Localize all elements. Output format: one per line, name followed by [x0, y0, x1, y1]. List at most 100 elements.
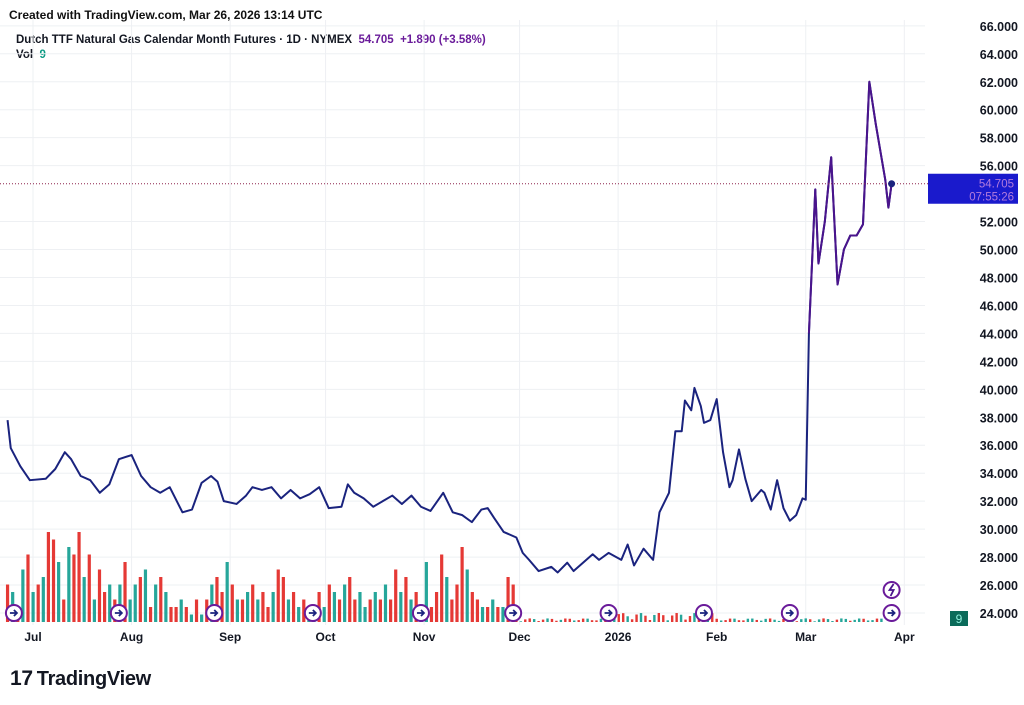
volume-bar — [742, 620, 745, 622]
volume-bar — [670, 615, 674, 622]
logo-icon: 17 — [10, 667, 33, 690]
volume-bar — [491, 599, 495, 622]
volume-bar — [394, 569, 398, 622]
volume-bar — [496, 607, 500, 622]
volume-bar — [817, 619, 821, 622]
volume-bar — [822, 618, 825, 622]
volume-bar — [108, 584, 112, 622]
volume-bar — [256, 599, 260, 622]
volume-bar — [728, 618, 732, 622]
y-tick-label: 66.000 — [980, 20, 1018, 34]
volume-label-value: 9 — [956, 612, 963, 626]
volume-value: 9 — [39, 49, 46, 61]
volume-bar — [724, 620, 727, 622]
volume-bar — [235, 599, 239, 622]
price-chart[interactable]: 66.000 64.000 62.000 60.000 58.000 56.000 52.0… — [0, 0, 1024, 660]
volume-bar — [128, 599, 132, 622]
volume-bar — [800, 619, 803, 622]
volume-bar — [564, 618, 567, 622]
volume-bar — [373, 592, 377, 622]
volume-bar — [302, 599, 306, 622]
tradingview-logo[interactable]: 17 TradingView — [10, 667, 151, 690]
volume-bar — [760, 620, 763, 622]
volume-bar — [595, 620, 598, 622]
volume-bar — [358, 592, 362, 622]
x-tick-label: Nov — [413, 630, 436, 644]
volume-bar — [225, 562, 229, 622]
volume-bar — [501, 607, 505, 622]
volume-bar — [251, 584, 255, 622]
price-change: +1.890 (+3.58%) — [400, 34, 486, 46]
volume-bar — [657, 613, 661, 622]
y-tick-label: 56.000 — [980, 160, 1018, 174]
arrow-icon — [210, 609, 219, 617]
volume-bar — [746, 618, 750, 622]
volume-bar — [622, 613, 625, 622]
last-price-dot — [888, 180, 896, 188]
volume-bar — [424, 562, 428, 622]
volume-bar — [688, 616, 692, 622]
volume-bar — [715, 618, 718, 622]
lightning-icon — [887, 583, 896, 597]
volume-bar — [31, 592, 35, 622]
y-tick-label: 32.000 — [980, 495, 1018, 509]
volume-bar — [159, 577, 163, 622]
volume-bar — [524, 619, 527, 622]
x-tick-label: Dec — [509, 630, 531, 644]
volume-bar — [733, 618, 736, 622]
volume-bar — [555, 620, 558, 622]
created-with-caption: Created with TradingView.com, Mar 26, 20… — [9, 8, 323, 22]
volume-bar — [532, 619, 536, 622]
volume-bar — [804, 618, 807, 622]
volume-bar — [327, 584, 331, 622]
volume-bar — [844, 618, 848, 622]
volume-bar — [813, 621, 816, 622]
volume-label-box — [950, 611, 968, 626]
volume-bar — [143, 569, 148, 622]
y-tick-label: 36.000 — [980, 439, 1018, 453]
volume-bar — [266, 607, 270, 622]
y-tick-label: 60.000 — [980, 104, 1018, 118]
y-tick-label: 50.000 — [980, 244, 1018, 258]
volume-bar — [866, 620, 870, 622]
x-tick-label: Aug — [120, 630, 143, 644]
volume-bar — [465, 569, 469, 622]
volume-bar — [862, 618, 865, 622]
volume-bar — [189, 614, 194, 622]
arrow-icon — [416, 609, 426, 617]
volume-bar — [164, 592, 168, 622]
volume-bar — [537, 621, 540, 622]
arrow-icon — [887, 609, 896, 617]
volume-bar — [755, 619, 758, 622]
volume-bar — [77, 532, 81, 622]
volume-bar — [460, 547, 464, 622]
volume-bar — [511, 584, 515, 622]
volume-bar — [343, 584, 347, 622]
x-tick-label: 2026 — [605, 630, 632, 644]
arrow-icon — [604, 609, 613, 617]
volume-bar — [429, 607, 434, 622]
volume-bar — [849, 620, 852, 622]
y-tick-label: 28.000 — [980, 551, 1018, 565]
volume-bar — [470, 592, 474, 622]
volume-bar — [67, 547, 71, 622]
price-label-countdown: 07:55:26 — [969, 192, 1014, 204]
volume-bar — [291, 592, 296, 622]
volume-bar — [72, 554, 76, 622]
volume-bar — [123, 562, 127, 622]
volume-bar — [737, 620, 741, 622]
volume-bar — [541, 619, 545, 622]
y-tick-label: 52.000 — [980, 216, 1018, 230]
volume-bar — [179, 599, 183, 622]
arrow-icon — [509, 609, 518, 617]
volume-bar — [281, 577, 285, 622]
volume-bar — [795, 621, 799, 622]
volume-bar — [777, 620, 781, 622]
volume-bar — [21, 569, 25, 622]
y-tick-label: 62.000 — [980, 76, 1018, 90]
volume-bar — [550, 618, 554, 622]
volume-bar — [434, 592, 439, 622]
volume-bar — [875, 618, 879, 622]
volume-bar — [506, 577, 510, 622]
volume-bar — [445, 577, 449, 622]
